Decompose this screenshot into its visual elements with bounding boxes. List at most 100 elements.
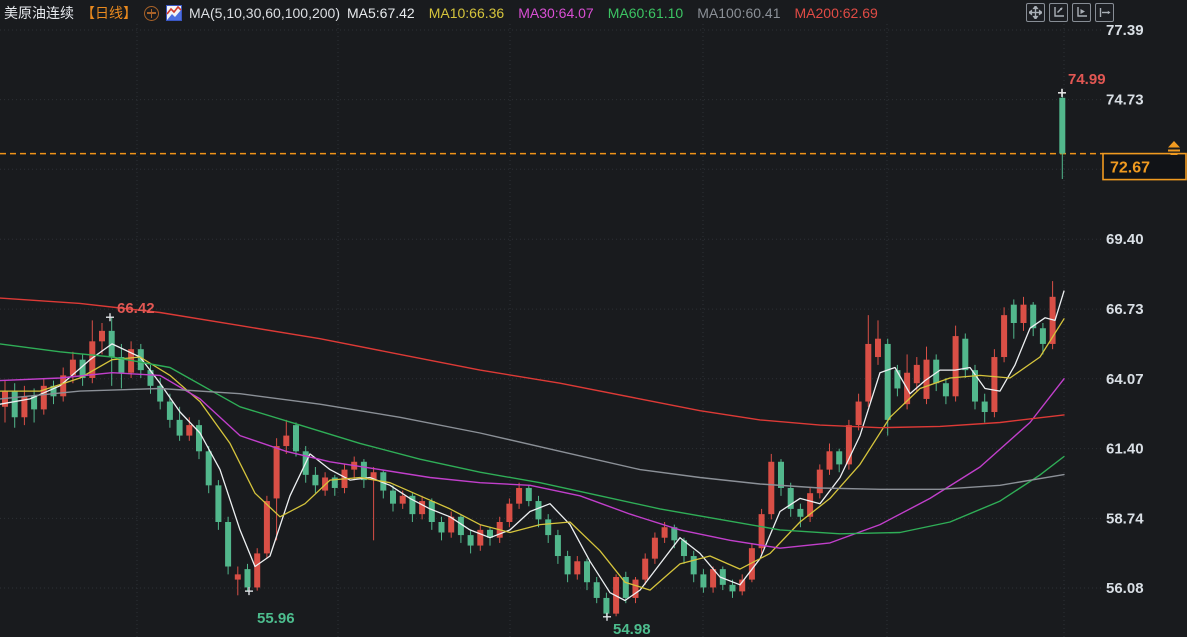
candle-body (438, 521, 445, 533)
candle-body (768, 461, 775, 515)
candle-body (710, 569, 717, 588)
candle-body (962, 338, 969, 371)
candle-body (787, 487, 794, 509)
ma-values: MA5:67.42 MA10:66.36 MA30:64.07 MA60:61.10 M… (347, 5, 878, 21)
candle-body (205, 451, 212, 486)
candle-body (244, 569, 251, 588)
candle-body (1059, 97, 1066, 154)
candle-body (293, 425, 299, 452)
candle-body (865, 343, 872, 402)
candle-body (370, 472, 377, 481)
ma-line-MA5 (0, 290, 1065, 602)
ma-line-MA60 (0, 343, 1065, 535)
candle-body (942, 383, 949, 397)
candle-body (60, 375, 67, 397)
last-price-box (1102, 152, 1187, 181)
candle-body (584, 561, 590, 583)
candle-body (913, 364, 920, 384)
candle-body (1030, 304, 1037, 329)
price-alert-icon[interactable] (1168, 141, 1180, 148)
axis-tick-label: 61.40 (1106, 441, 1144, 458)
candle-body (273, 446, 280, 499)
candle-body (312, 474, 319, 486)
candle-body (360, 461, 367, 481)
candle-body (778, 461, 784, 488)
ma-value: MA10:66.36 (428, 5, 505, 21)
ma-value: MA30:64.07 (518, 5, 594, 21)
candle-body (651, 537, 658, 559)
candle-body (50, 385, 57, 397)
candle-body (31, 396, 38, 410)
ma-value: MA100:60.41 (697, 5, 781, 21)
candle-body (836, 451, 843, 465)
candle-body (535, 501, 542, 520)
ma-value: MA60:61.10 (607, 5, 684, 21)
candle-body (99, 330, 105, 342)
move-icon[interactable] (1026, 3, 1045, 22)
candle-body (700, 574, 707, 588)
candle-body (1020, 304, 1027, 323)
axis-tick-label: 74.73 (1106, 92, 1144, 109)
candle-body (603, 597, 610, 614)
candle-body (40, 385, 47, 410)
ma-value: MA5:67.42 (347, 5, 415, 21)
axis-tick-label: 56.08 (1106, 580, 1144, 597)
kline-chart-icon[interactable] (166, 5, 182, 21)
price-annotation: 55.96 (257, 610, 295, 627)
candle-body (991, 357, 998, 413)
ma-settings-label[interactable]: MA(5,10,30,60,100,200) (189, 5, 340, 21)
circle-plus-icon[interactable] (144, 5, 159, 21)
axis-tick-label: 69.40 (1106, 231, 1144, 248)
candle-body (157, 385, 164, 402)
price-annotation: 66.42 (117, 300, 155, 317)
candle-body (642, 558, 649, 580)
ma-line-MA10 (0, 318, 1065, 591)
candle-body (739, 579, 746, 592)
candle-body (467, 535, 474, 546)
candle-body (554, 535, 561, 557)
candle-body (457, 516, 464, 536)
candle-body (574, 561, 581, 575)
candle-body (719, 569, 726, 585)
period-tag[interactable]: 【日线】 (81, 5, 137, 21)
axis-tick-label: 77.39 (1106, 22, 1144, 39)
candle-body (748, 548, 755, 580)
candle-body (681, 540, 687, 557)
candle-body (186, 425, 193, 436)
candle-body (525, 487, 532, 502)
candle-body (234, 574, 241, 580)
candle-body (690, 556, 697, 575)
candle-body (11, 391, 18, 418)
candle-body (981, 401, 988, 413)
candle-body (845, 425, 852, 465)
scale-axis-icon[interactable] (1049, 3, 1068, 22)
candle-body (884, 343, 891, 420)
candle-body (855, 401, 862, 426)
ma-line-MA200 (0, 297, 1065, 429)
candle-body (331, 477, 338, 488)
price-alert-icon (1170, 153, 1178, 155)
candle-body (564, 556, 571, 575)
candle-body (758, 514, 765, 549)
play-axis-icon[interactable] (1072, 3, 1091, 22)
axis-tick-label: 66.73 (1106, 301, 1144, 318)
candle-body (622, 576, 629, 598)
candle-body (137, 349, 144, 371)
candle-body (409, 495, 416, 515)
candle-body (671, 527, 678, 541)
candle-body (487, 529, 493, 538)
price-alert-icon (1168, 149, 1180, 152)
candle-body (545, 519, 552, 536)
candle-body (254, 553, 261, 588)
candle-body (933, 359, 940, 384)
chart-toolbar (1026, 3, 1114, 22)
go-to-latest-icon[interactable] (1095, 3, 1114, 22)
candle-body (390, 490, 396, 504)
axis-tick-label: 58.74 (1106, 510, 1144, 527)
candle-body (816, 469, 823, 494)
candle-body (69, 359, 76, 376)
candle-body (807, 493, 814, 517)
